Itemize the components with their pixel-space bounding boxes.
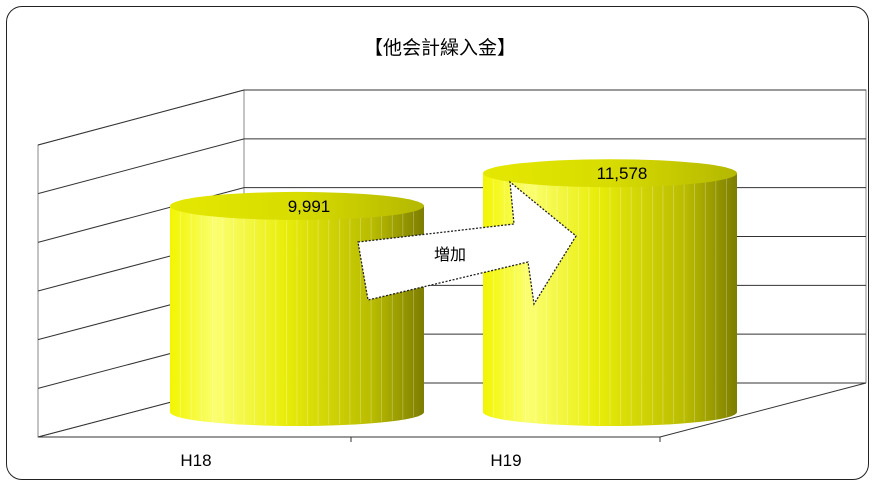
chart-title: 【他会計繰入金】 (364, 37, 516, 59)
x-tick-H19: H19 (490, 451, 521, 470)
arrow-label: 増加 (434, 245, 466, 264)
gridline (37, 138, 866, 195)
gridline (37, 284, 866, 341)
value-labels: 9,991 11,578 (288, 164, 648, 216)
value-label-H19: 11,578 (597, 164, 648, 183)
gridline (37, 89, 866, 146)
bar-H18 (170, 191, 424, 426)
gridline (37, 333, 866, 389)
increase-arrow: 増加 (357, 180, 577, 306)
x-tick-H18: H18 (180, 451, 211, 470)
bars (170, 159, 737, 426)
x-tick-labels: H18 H19 (180, 451, 521, 470)
value-label-H18: 9,991 (288, 197, 331, 216)
plot-floor (37, 382, 867, 442)
